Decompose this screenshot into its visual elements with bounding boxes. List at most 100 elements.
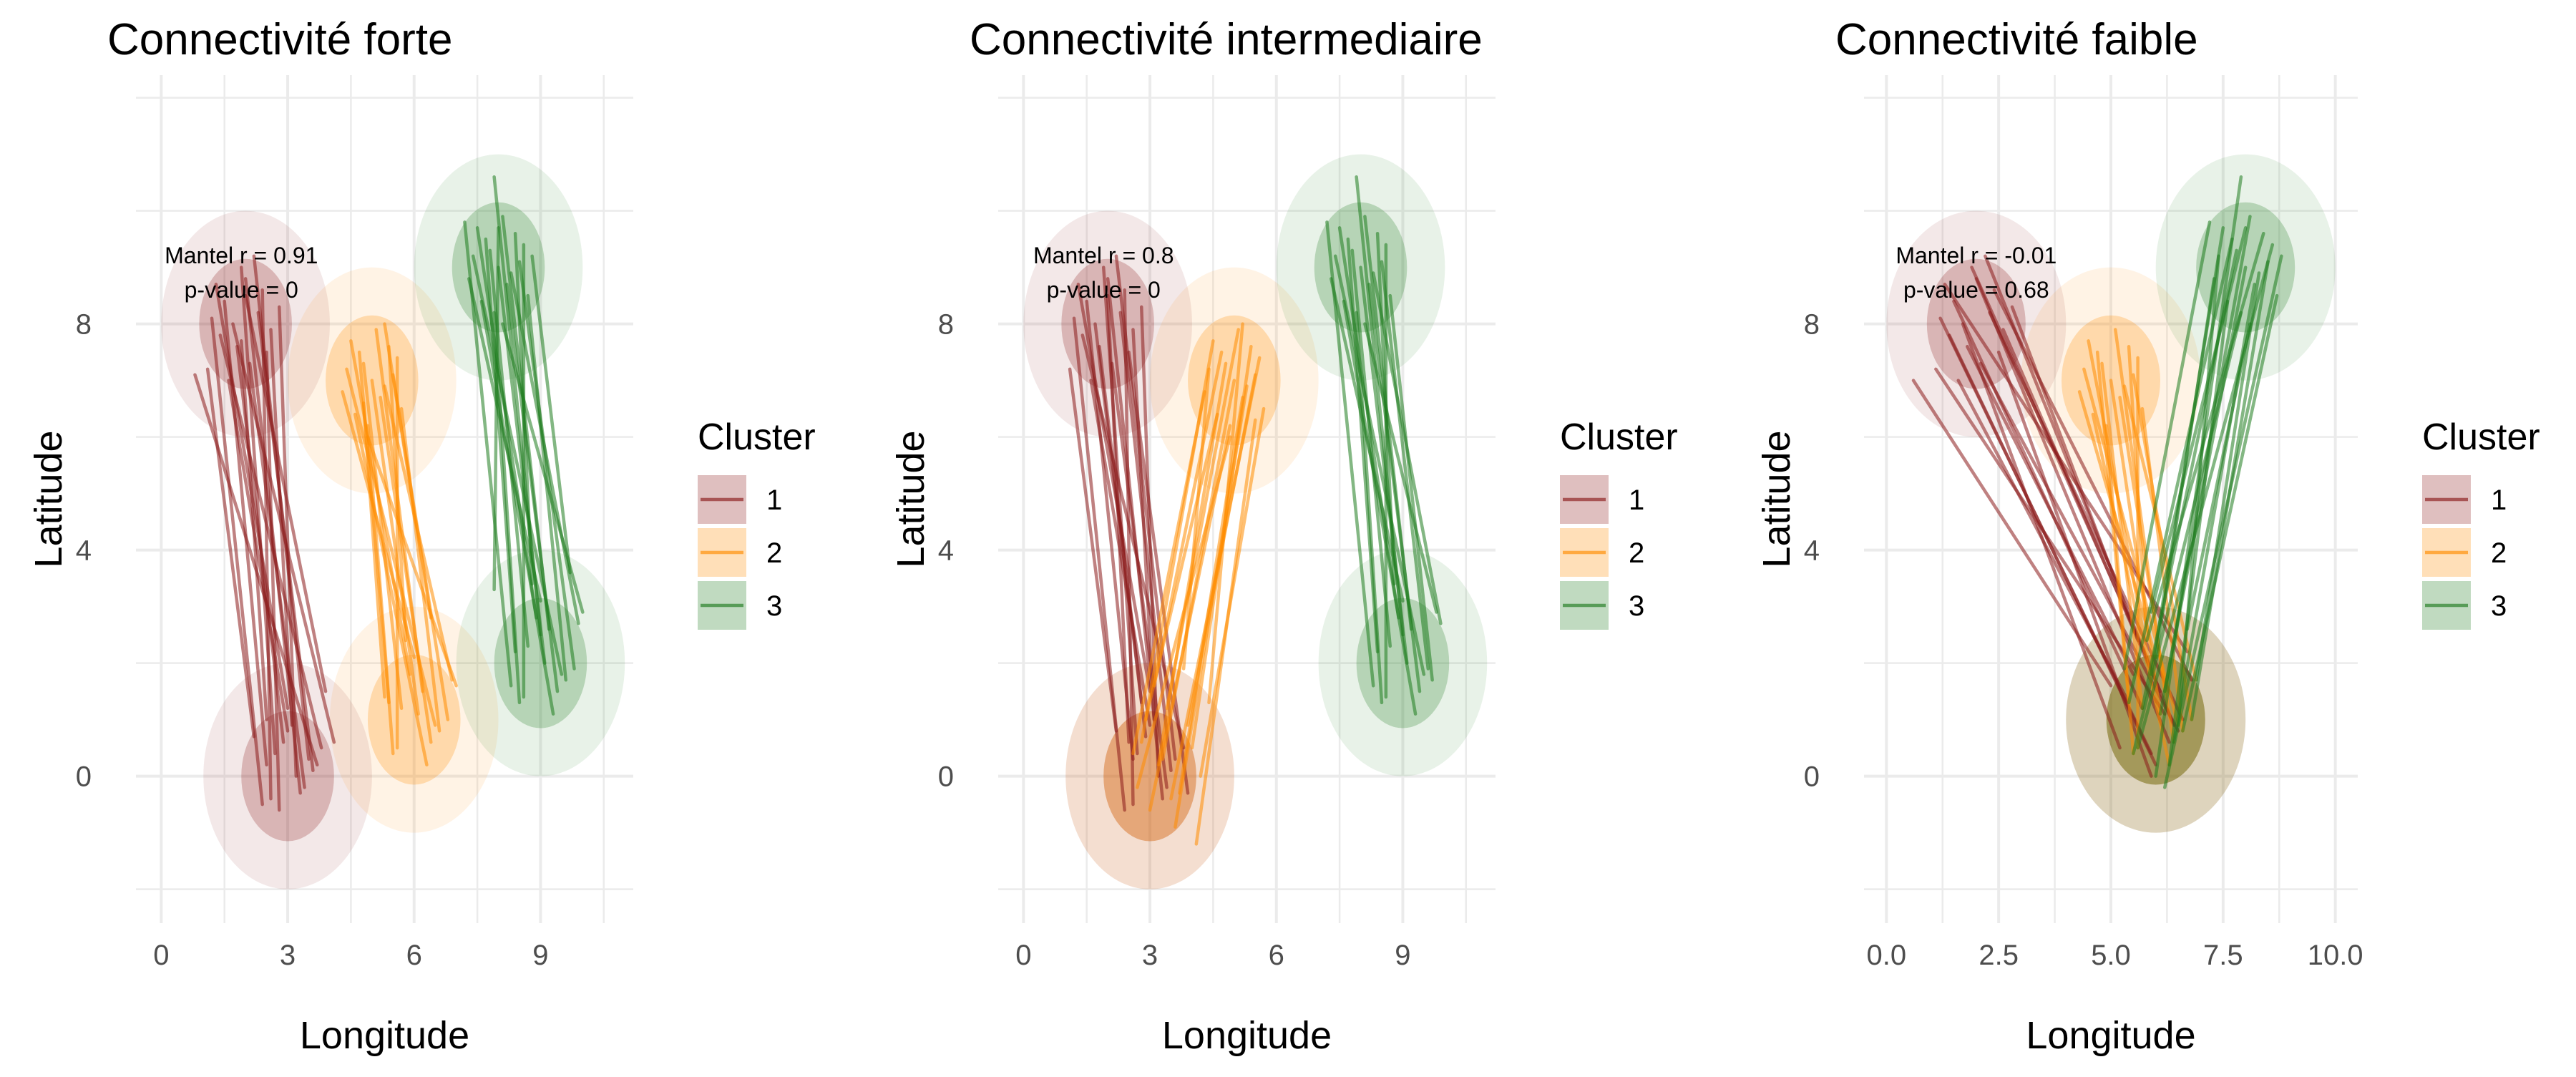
cluster-1-segment	[239, 339, 268, 721]
cluster-1-segment	[1123, 288, 1135, 806]
panel-title: Connectivité faible	[1835, 15, 2198, 64]
cluster-1-segment	[252, 254, 311, 761]
cluster-1-segment	[1911, 379, 2113, 688]
cluster-ellipses	[1023, 154, 1488, 890]
legend: Cluster 1 2 3	[698, 416, 816, 630]
cluster-2-segment	[2091, 412, 2171, 767]
cluster-3-segment	[484, 237, 517, 654]
mantel-annotation-line-1: Mantel r = 0.91	[165, 243, 318, 268]
cluster-3-segment	[2176, 254, 2220, 727]
mantel-annotation-line-1: Mantel r = -0.01	[1896, 243, 2057, 268]
cluster-2-segment	[1161, 379, 1236, 761]
x-tick-label: 2.5	[1979, 940, 2019, 971]
y-tick-label: 4	[1804, 535, 1820, 567]
chart-panel-2: Mantel r = 0.8 p-value = 0 0 3 6 9 0 4 8 Longitud…	[889, 15, 1678, 1057]
mantel-annotation-line-2: p-value = 0	[1047, 277, 1161, 303]
cluster-1-segment	[1996, 350, 2153, 778]
y-tick-label: 4	[938, 535, 954, 567]
cluster-1-segment	[1068, 367, 1118, 733]
cluster-3-segment	[1355, 175, 1405, 637]
cluster-3-segment	[492, 226, 500, 592]
cluster-3-segment	[463, 220, 513, 688]
cluster-3-segment	[2163, 254, 2283, 789]
y-tick-label: 8	[1804, 309, 1820, 341]
cluster-3-segment	[492, 175, 542, 637]
cluster-3-series	[2122, 175, 2283, 789]
cluster-3-segment	[2154, 175, 2243, 778]
cluster-3-segment	[1388, 293, 1434, 682]
y-axis-title: Latitude	[27, 430, 70, 567]
cluster-2-segment	[383, 322, 433, 620]
y-tick-label: 8	[938, 309, 954, 341]
cluster-1-segment	[227, 379, 290, 733]
cluster-2-segment	[1169, 356, 1262, 801]
cluster-2-outer-ellipse-2	[329, 606, 499, 833]
cluster-2-segment	[1207, 322, 1244, 705]
x-axis-title: Longitude	[2026, 1014, 2195, 1057]
cluster-1-segment	[231, 322, 336, 744]
cluster-3-segment	[1325, 220, 1375, 688]
x-tick-label: 0.0	[1867, 940, 1907, 971]
x-axis-title: Longitude	[1162, 1014, 1332, 1057]
x-tick-label: 9	[1395, 940, 1410, 971]
cluster-2-segment	[2082, 367, 2180, 727]
cluster-2-segment	[345, 367, 437, 727]
legend-label-2: 2	[766, 537, 782, 569]
y-tick-label: 0	[1804, 761, 1820, 793]
cluster-2-segment	[2095, 350, 2131, 705]
cluster-1-segment	[260, 288, 273, 801]
y-axis-title: Latitude	[1755, 430, 1798, 567]
cluster-1-segment	[1992, 288, 2194, 682]
cluster-1-segment	[1106, 293, 1131, 744]
cluster-1-segment	[1966, 344, 2135, 676]
cluster-1-segment	[278, 305, 298, 778]
panel-title: Connectivité intermediaire	[970, 15, 1483, 64]
cluster-2-series	[2077, 328, 2198, 767]
cluster-2-segment	[1143, 412, 1219, 721]
legend-label-3: 3	[2491, 590, 2507, 622]
mantel-annotation-line-2: p-value = 0.68	[1903, 277, 2049, 303]
cluster-2-inner-ellipse-2	[367, 654, 461, 785]
y-tick-label: 4	[76, 535, 92, 567]
x-tick-label: 7.5	[2203, 940, 2243, 971]
cluster-3-segment	[2194, 271, 2261, 682]
x-tick-label: 9	[532, 940, 548, 971]
x-tick-label: 0	[153, 940, 169, 971]
cluster-2-segment	[366, 435, 458, 688]
cluster-3-segment	[1346, 237, 1380, 654]
cluster-3-series	[463, 175, 585, 716]
cluster-3-series	[1325, 175, 1443, 716]
cluster-3-segment	[2122, 220, 2212, 671]
legend-label-2: 2	[1629, 537, 1644, 569]
x-tick-label: 0	[1015, 940, 1031, 971]
cluster-3-segment	[530, 254, 572, 575]
cluster-2-segment	[1194, 418, 1257, 846]
cluster-1-segment	[1943, 283, 2189, 654]
legend-label-1: 1	[766, 484, 782, 516]
cluster-1-series	[1068, 254, 1190, 812]
cluster-3-segment	[2185, 322, 2252, 631]
cluster-1-series	[193, 254, 336, 812]
legend-title: Cluster	[698, 416, 816, 458]
chart-panel-1: Mantel r = 0.91 p-value = 0 0 3 6 9 0 4 8 Longitu…	[27, 15, 816, 1057]
cluster-2-segment	[1136, 435, 1232, 789]
cluster-1-segment	[1961, 322, 2122, 750]
cluster-3-segment	[2150, 226, 2248, 614]
cluster-3-segment	[471, 254, 564, 676]
legend-title: Cluster	[2422, 416, 2540, 458]
cluster-2-segment	[370, 379, 420, 716]
legend-label-3: 3	[1629, 590, 1644, 622]
cluster-3-outer-ellipse-2	[1318, 550, 1488, 776]
legend-label-2: 2	[2491, 537, 2507, 569]
cluster-1-segment	[243, 293, 328, 693]
legend-label-3: 3	[766, 590, 782, 622]
chart-panel-3: Mantel r = -0.01 p-value = 0.68 0.0 2.5 5.0 7…	[1755, 15, 2540, 1057]
panel-title: Connectivité forte	[107, 15, 452, 64]
mantel-annotation-line-2: p-value = 0	[185, 277, 298, 303]
legend-label-1: 1	[2491, 484, 2507, 516]
x-tick-label: 6	[1269, 940, 1284, 971]
y-axis-title: Latitude	[889, 430, 932, 567]
x-tick-label: 5.0	[2091, 940, 2131, 971]
